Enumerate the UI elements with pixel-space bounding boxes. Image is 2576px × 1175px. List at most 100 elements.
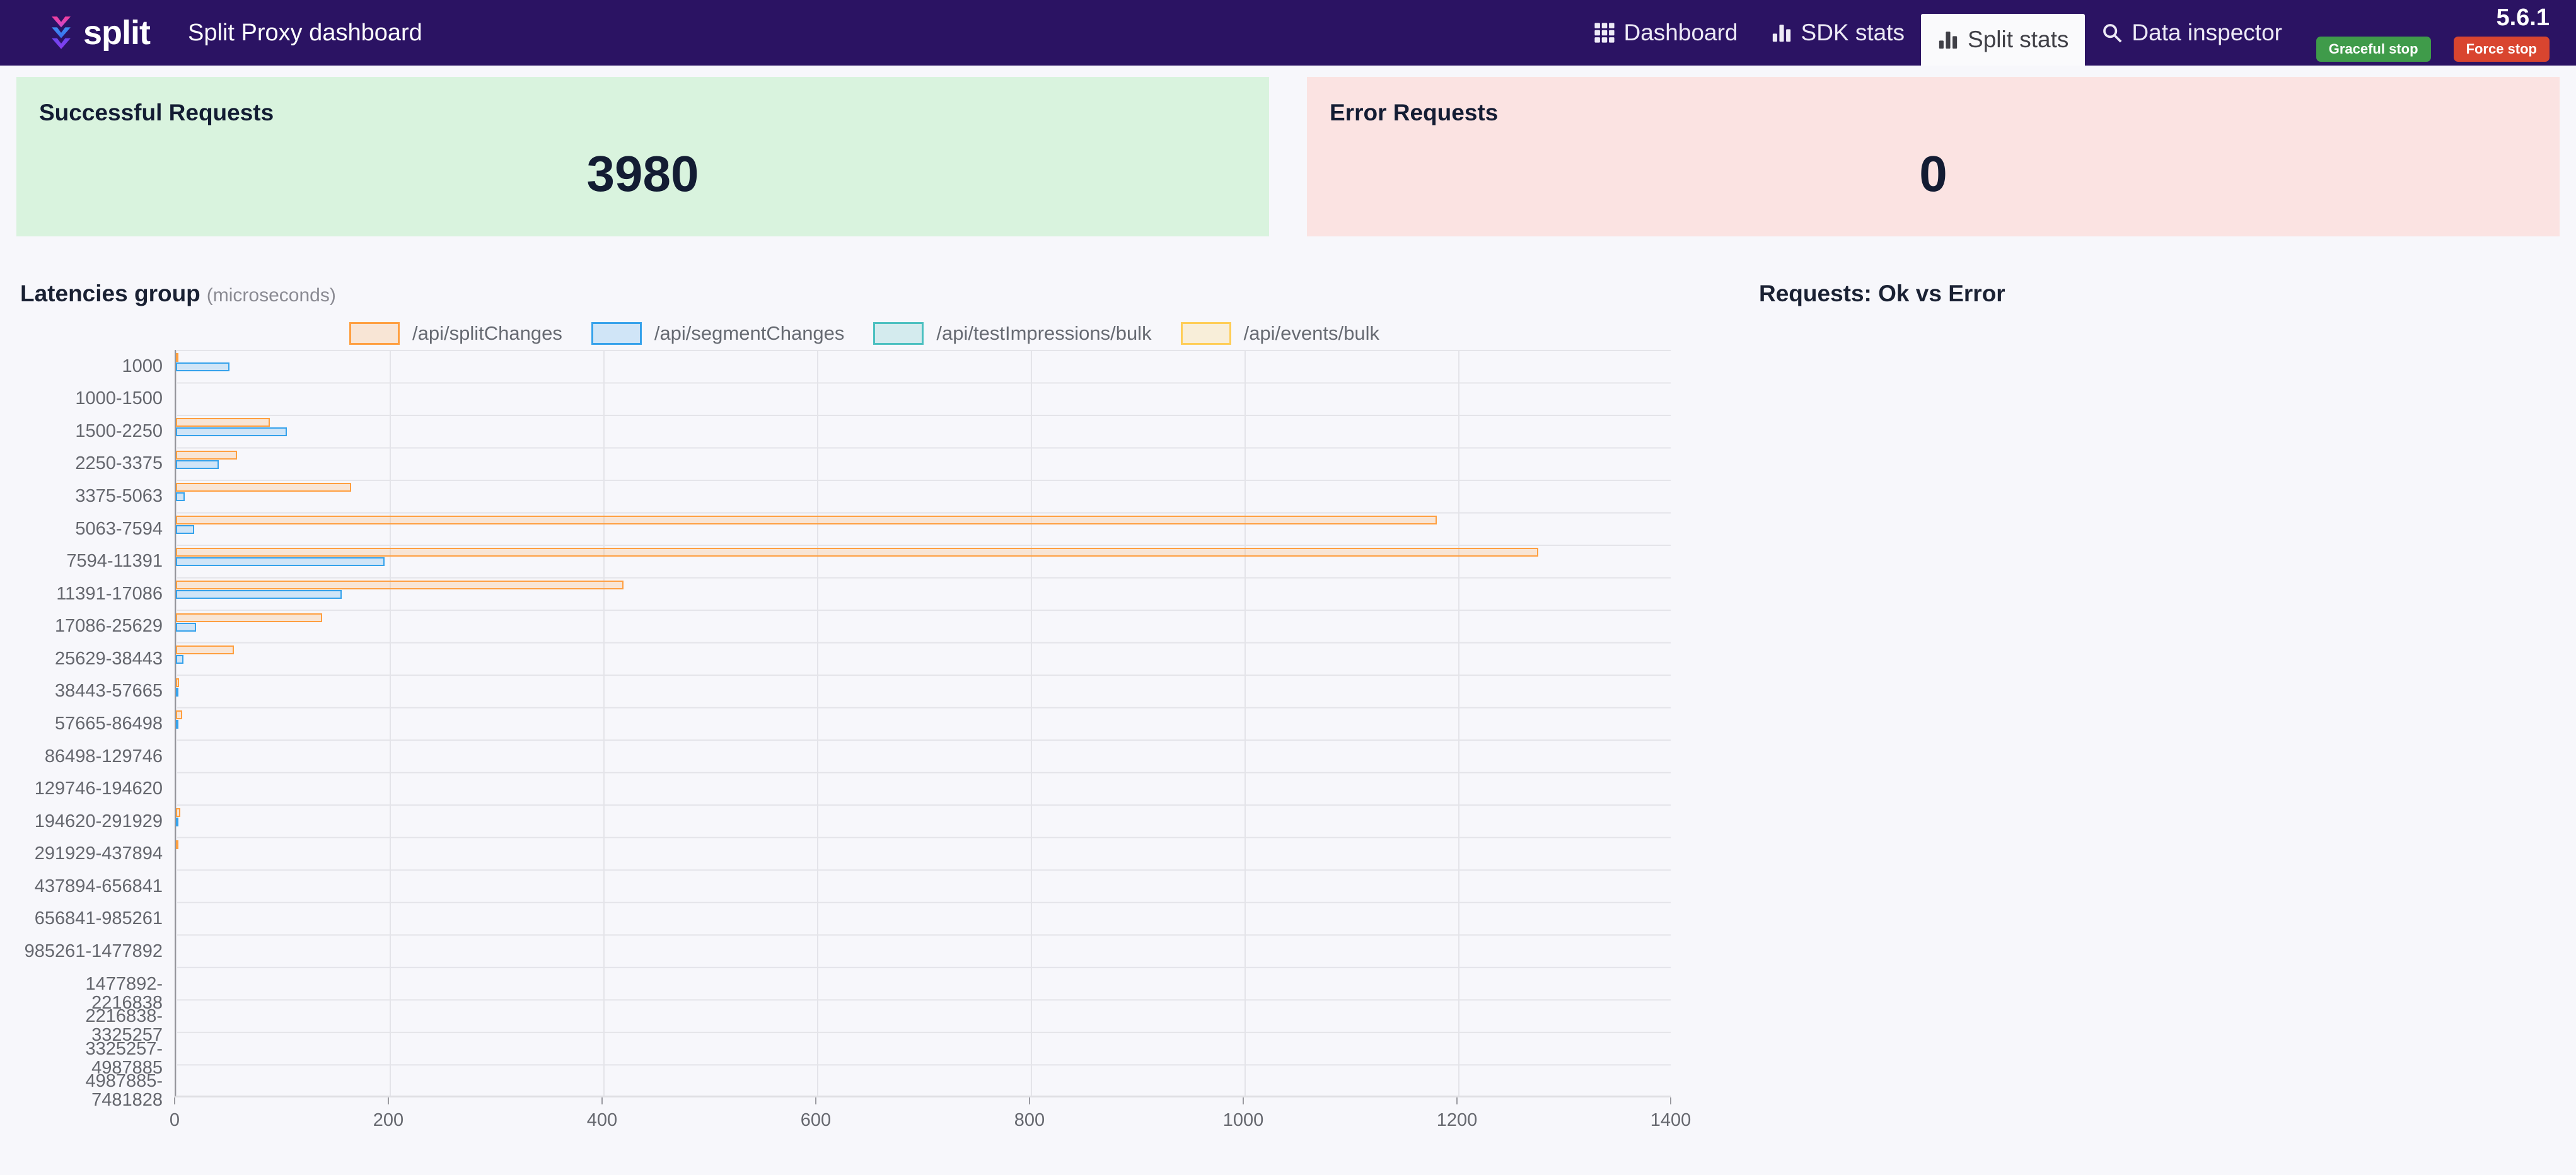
bar--api-splitChanges	[176, 645, 234, 655]
requests-title: Requests: Ok vs Error	[1759, 281, 2005, 306]
y-axis-tick-label: 4987885-7481828	[85, 1071, 163, 1111]
bar--api-splitChanges	[176, 710, 183, 720]
legend-item[interactable]: /api/segmentChanges	[591, 322, 844, 345]
x-axis: 0 200 400 600 800 1000 1200 1400	[170, 1097, 1691, 1142]
successful-requests-value: 3980	[586, 146, 699, 202]
card-title: Error Requests	[1330, 100, 1499, 125]
y-axis-tick-label: 7594-11391	[66, 551, 163, 572]
legend-swatch	[349, 322, 400, 345]
bar--api-segmentChanges	[176, 362, 229, 371]
force-stop-button[interactable]: Force stop	[2453, 37, 2550, 62]
legend-swatch	[591, 322, 642, 345]
x-axis-tick-label: 1000	[1222, 1110, 1264, 1130]
nav-label: SDK stats	[1801, 20, 1905, 45]
x-axis-tick-label: 600	[800, 1110, 832, 1130]
y-axis-tick-label: 985261-1477892	[24, 941, 163, 961]
chart-plot-area	[175, 350, 1671, 1097]
grid-icon	[1594, 23, 1615, 43]
latencies-title-text: Latencies group	[20, 281, 200, 306]
bar--api-splitChanges	[176, 580, 624, 589]
y-axis-tick-label: 2250-3375	[75, 453, 163, 474]
bar--api-splitChanges	[176, 807, 180, 817]
y-axis-tick-label: 17086-25629	[55, 616, 163, 637]
app-header: split Split Proxy dashboard Dashboard SD…	[0, 0, 2576, 66]
bar--api-splitChanges	[176, 450, 237, 460]
nav-item-split-stats[interactable]: Split stats	[1921, 14, 2086, 66]
brand: split	[0, 14, 151, 52]
successful-requests-card: Successful Requests 3980	[16, 77, 1269, 236]
x-axis-tick-label: 1200	[1436, 1110, 1478, 1130]
y-axis-tick-label: 1500-2250	[75, 420, 163, 441]
nav-label: Data inspector	[2132, 20, 2282, 45]
stop-buttons: Graceful stop Force stop	[2316, 37, 2550, 62]
latencies-panel: Latencies group (microseconds) /api/split…	[0, 236, 1709, 1144]
page-title: Split Proxy dashboard	[188, 19, 422, 46]
bar--api-splitChanges	[176, 418, 270, 427]
y-axis-tick-label: 38443-57665	[55, 681, 163, 702]
error-requests-value: 0	[1919, 146, 1947, 202]
nav-item-dashboard[interactable]: Dashboard	[1577, 0, 1755, 66]
bar--api-splitChanges	[176, 678, 180, 687]
error-requests-card: Error Requests 0	[1307, 77, 2560, 236]
stat-cards: Successful Requests 3980 Error Requests …	[0, 66, 2576, 236]
x-axis-tick	[1243, 1097, 1244, 1104]
bar--api-segmentChanges	[176, 557, 385, 567]
y-axis-tick-label: 57665-86498	[55, 714, 163, 734]
y-axis-labels: 1000 1000-1500 1500-2250 2250-3375 3375-5063…	[20, 350, 163, 1109]
legend-label: /api/splitChanges	[412, 322, 562, 344]
y-axis-tick-label: 194620-291929	[34, 811, 163, 831]
bar--api-splitChanges	[176, 483, 351, 492]
bar-chart-icon	[1939, 32, 1958, 49]
y-axis-tick-label: 129746-194620	[34, 779, 163, 799]
bar--api-segmentChanges	[176, 622, 197, 632]
x-axis-tick	[1456, 1097, 1458, 1104]
bar--api-splitChanges	[176, 613, 323, 622]
legend-item[interactable]: /api/testImpressions/bulk	[873, 322, 1152, 345]
bar--api-segmentChanges	[176, 427, 287, 437]
nav-item-sdk-stats[interactable]: SDK stats	[1755, 0, 1922, 66]
chart-panels: Latencies group (microseconds) /api/split…	[0, 236, 2576, 1144]
latencies-subtitle: (microseconds)	[206, 285, 336, 306]
bar-chart-icon	[1772, 25, 1790, 42]
y-axis-tick-label: 5063-7594	[75, 518, 163, 539]
bar--api-splitChanges	[176, 840, 178, 850]
requests-panel: Requests: Ok vs Error	[1709, 236, 2576, 1144]
legend-item[interactable]: /api/splitChanges	[349, 322, 562, 345]
y-axis-tick-label: 1477892-2216838	[85, 973, 163, 1013]
bar--api-segmentChanges	[176, 687, 178, 697]
bar--api-segmentChanges	[176, 817, 178, 826]
x-axis-tick	[601, 1097, 603, 1104]
legend-label: /api/events/bulk	[1243, 322, 1379, 344]
legend-item[interactable]: /api/events/bulk	[1180, 322, 1379, 345]
y-axis-tick-label: 2216838-3325257	[85, 1006, 163, 1046]
x-axis-tick-label: 400	[586, 1110, 618, 1130]
bar--api-segmentChanges	[176, 589, 342, 599]
x-axis-tick	[388, 1097, 389, 1104]
version-label: 5.6.1	[2496, 4, 2550, 31]
split-logo-icon	[52, 16, 71, 49]
x-axis-tick-label: 0	[169, 1110, 180, 1130]
graceful-stop-button[interactable]: Graceful stop	[2316, 37, 2431, 62]
x-axis-tick-label: 1400	[1650, 1110, 1691, 1130]
y-axis-tick-label: 25629-38443	[55, 648, 163, 669]
y-axis-tick-label: 86498-129746	[44, 746, 163, 767]
brand-wordmark: split	[83, 14, 151, 52]
bar--api-splitChanges	[176, 548, 1539, 557]
bar--api-segmentChanges	[176, 524, 194, 534]
bar--api-splitChanges	[176, 515, 1437, 524]
legend-swatch	[873, 322, 924, 345]
y-axis-tick-label: 437894-656841	[34, 876, 163, 896]
main-content: Successful Requests 3980 Error Requests …	[0, 66, 2576, 1144]
x-axis-tick	[1029, 1097, 1030, 1104]
bar--api-segmentChanges	[176, 460, 219, 469]
y-axis-tick-label: 3375-5063	[75, 486, 163, 507]
nav-item-data-inspector[interactable]: Data inspector	[2085, 0, 2299, 66]
chart-legend: /api/splitChanges/api/segmentChanges/api…	[20, 322, 1709, 345]
main-nav: Dashboard SDK stats Split stats Data ins…	[1577, 0, 2299, 66]
x-axis-tick-label: 800	[1014, 1110, 1045, 1130]
y-axis-tick-label: 11391-17086	[56, 583, 163, 604]
legend-label: /api/testImpressions/bulk	[936, 322, 1152, 344]
card-title: Successful Requests	[39, 100, 274, 125]
x-axis-tick	[815, 1097, 816, 1104]
latencies-title: Latencies group (microseconds)	[20, 281, 1709, 307]
